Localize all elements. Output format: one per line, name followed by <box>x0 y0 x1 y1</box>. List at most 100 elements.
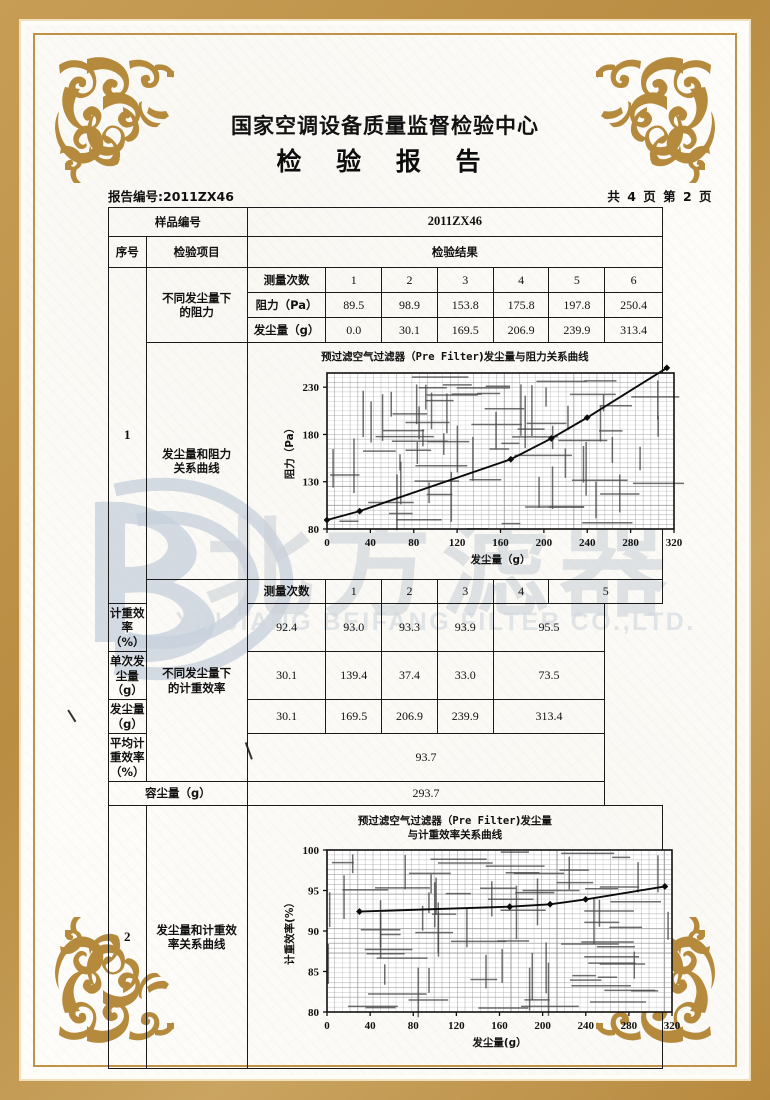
svg-text:160: 160 <box>491 1020 508 1032</box>
chart2-title-line2: 与计重效率关系曲线 <box>407 829 503 842</box>
cell-dust1-6: 313.4 <box>604 317 663 343</box>
cell-dust1-1: 0.0 <box>325 317 383 343</box>
ornament-corner-top-right <box>587 51 719 183</box>
cell-dust2-2: 169.5 <box>325 699 383 734</box>
cell-resistance-6: 250.4 <box>604 292 663 318</box>
cell-dust1-4: 206.9 <box>492 317 550 343</box>
cell-measure-3: 3 <box>436 267 494 293</box>
svg-text:280: 280 <box>622 537 639 549</box>
svg-text:95: 95 <box>308 886 320 898</box>
svg-text:40: 40 <box>365 537 377 549</box>
stray-pen-mark-left <box>67 709 77 723</box>
report-number-label: 报告编号: <box>108 189 163 204</box>
frame-edge-right <box>735 33 737 1067</box>
cell-eff-measure-4: 4 <box>492 579 550 604</box>
svg-text:240: 240 <box>579 537 596 549</box>
chart1-plot: 0 40 80 120 160 200 240 280 320 80 130 180 230 发尘量（g）… <box>283 364 684 566</box>
cell-measure-5: 5 <box>548 267 606 293</box>
label-resistance-pa: 阻力（Pa） <box>246 292 327 318</box>
cell-dust2-3: 206.9 <box>381 699 438 734</box>
label-measure-count-2: 测量次数 <box>246 579 327 604</box>
svg-text:85: 85 <box>308 967 320 979</box>
page-indicator: 共 4 页 第 2 页 <box>607 189 713 204</box>
svg-text:160: 160 <box>492 537 509 549</box>
item-chart1-line1: 发尘量和阻力 <box>162 446 232 461</box>
cell-resistance-3: 153.8 <box>436 292 494 318</box>
item-resistance-line1: 不同发尘量下 <box>162 290 232 305</box>
report-number: 报告编号:2011ZX46 <box>108 186 234 205</box>
svg-text:40: 40 <box>364 1020 376 1032</box>
chart2-title: 预过滤空气过滤器（Pre Filter)发尘量 与计重效率关系曲线 <box>249 814 661 842</box>
svg-text:80: 80 <box>408 537 420 549</box>
chart1-title-mono: Pre Filter <box>415 351 479 363</box>
issuing-center-title: 国家空调设备质量监督检验中心 <box>231 114 539 138</box>
svg-text:100: 100 <box>302 845 319 857</box>
chart2-title-mono: Pre Filter <box>452 815 516 828</box>
table-row-dust-g-2: 发尘量（g） 30.1 169.5 206.9 239.9 313.4 <box>108 699 663 734</box>
item-efficiency-line2: 的计重效率 <box>167 680 226 695</box>
cell-dust2-4: 239.9 <box>436 699 494 734</box>
table-row-single-dust: 单次发尘量（g） 30.1 139.4 37.4 33.0 73.5 <box>108 651 663 701</box>
chart-dust-vs-efficiency: 预过滤空气过滤器（Pre Filter)发尘量 与计重效率关系曲线 0 40 80 1… <box>249 808 681 1066</box>
chart1-title: 预过滤空气过滤器（Pre Filter)发尘量与阻力关系曲线 <box>249 350 661 364</box>
inspection-results-table: 样品编号 2011ZX46 序号 检验项目 检验结果 1 不同发尘量下 的阻力 <box>108 207 684 1070</box>
label-avg-eff: 平均计重效率（%） <box>108 732 147 783</box>
chart1-title-part2: )发尘量与阻力关系曲线 <box>478 351 589 363</box>
svg-text:120: 120 <box>449 537 466 549</box>
label-single-dust: 单次发尘量（g） <box>108 651 147 701</box>
cell-eff-measure-3: 3 <box>436 579 494 604</box>
table-row-chart2: 2 发尘量和计重效 率关系曲线 预过滤空气过滤器（Pre Filter)发尘量 … <box>108 805 681 1070</box>
cell-dust-capacity: 293.7 <box>246 781 606 807</box>
item-resistance-line2: 的阻力 <box>179 305 214 319</box>
svg-text:130: 130 <box>302 477 319 489</box>
label-dust-g-1: 发尘量（g） <box>246 317 327 343</box>
cell-measure-1: 1 <box>325 267 383 293</box>
table-row-measure-count-2: 不同发尘量下 的计重效率 测量次数 1 2 3 4 5 <box>109 578 663 783</box>
cell-dust2-5: 313.4 <box>492 699 606 734</box>
cell-dust1-5: 239.9 <box>548 317 606 343</box>
svg-text:180: 180 <box>302 429 319 441</box>
row-index-1: 1 <box>108 267 147 604</box>
table-row-gravimetric-eff: 计重效率（%） 92.4 93.0 93.3 93.9 95.5 <box>108 602 663 653</box>
cell-resistance-4: 175.8 <box>492 292 550 318</box>
cell-eff-2: 93.0 <box>325 602 383 653</box>
svg-text:80: 80 <box>308 1007 320 1019</box>
item-efficiency-label: 不同发尘量下 的计重效率 <box>145 578 248 783</box>
svg-text:240: 240 <box>577 1020 594 1032</box>
item-chart2-line2: 率关系曲线 <box>167 937 226 952</box>
cell-avg-eff: 93.7 <box>246 732 606 783</box>
frame-edge-top <box>33 33 737 35</box>
svg-text:发尘量（g）: 发尘量（g） <box>469 553 530 566</box>
label-gravimetric-eff: 计重效率（%） <box>108 602 147 653</box>
cell-measure-2: 2 <box>381 267 438 293</box>
svg-text:230: 230 <box>302 382 319 394</box>
cell-single-dust-2: 139.4 <box>325 651 383 701</box>
svg-text:计重效率(%）: 计重效率(%） <box>283 897 296 965</box>
chart1-title-part1: 预过滤空气过滤器（ <box>321 351 416 363</box>
cell-eff-measure-5: 5 <box>548 579 663 604</box>
cell-dust2-1: 30.1 <box>246 699 327 734</box>
cell-eff-5: 95.5 <box>492 602 606 653</box>
cell-resistance-1: 89.5 <box>325 292 383 318</box>
table-row-measure-count-1: 1 不同发尘量下 的阻力 测量次数 1 2 3 4 5 6 <box>108 267 663 604</box>
sample-number-label: 样品编号 <box>108 207 248 237</box>
cell-resistance-2: 98.9 <box>381 292 438 318</box>
svg-text:0: 0 <box>324 1020 330 1032</box>
svg-text:90: 90 <box>308 926 320 938</box>
svg-text:阻力（Pa）: 阻力（Pa） <box>283 423 296 480</box>
cell-eff-measure-2: 2 <box>381 579 438 604</box>
table-row-dust-capacity: 容尘量（g） 293.7 <box>108 781 663 807</box>
cell-measure-4: 4 <box>492 267 550 293</box>
svg-text:320: 320 <box>665 537 682 549</box>
svg-text:320: 320 <box>663 1020 680 1032</box>
table-row-resistance-pa: 阻力（Pa） 89.5 98.9 153.8 175.8 197.8 250.4 <box>109 292 663 318</box>
report-number-value: 2011ZX46 <box>163 189 234 204</box>
cell-resistance-5: 197.8 <box>548 292 606 318</box>
table-row-column-headers: 序号 检验项目 检验结果 <box>108 236 664 268</box>
chart1-cell: 预过滤空气过滤器（Pre Filter)发尘量与阻力关系曲线 0 40 80 120 1… <box>246 342 684 580</box>
header-item: 检验项目 <box>145 236 248 268</box>
chart2-title-part2: )发尘量 <box>515 815 552 828</box>
chart-dust-vs-resistance: 预过滤空气过滤器（Pre Filter)发尘量与阻力关系曲线 0 40 80 120 1… <box>249 345 684 577</box>
frame-edge-left <box>33 33 35 1067</box>
svg-text:280: 280 <box>620 1020 637 1032</box>
